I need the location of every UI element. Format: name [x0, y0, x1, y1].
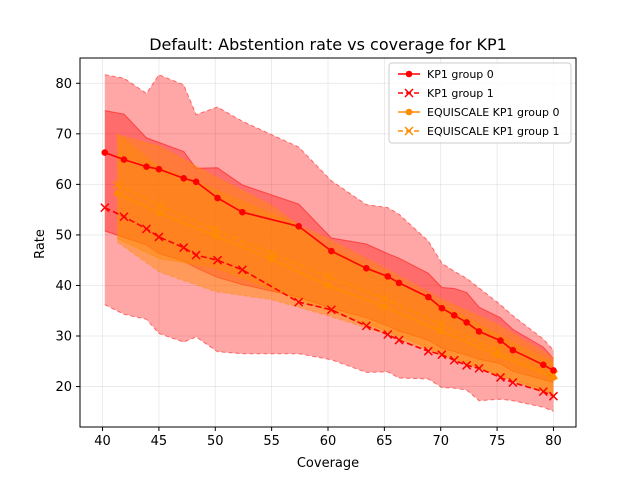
data-point	[550, 367, 557, 374]
data-point	[324, 282, 332, 289]
band-upper-edge	[104, 110, 554, 360]
data-point	[143, 163, 150, 170]
data-point	[267, 249, 277, 259]
x-tick-label: 55	[263, 434, 280, 449]
data-point	[474, 363, 484, 373]
data-point	[450, 311, 458, 319]
series-line	[104, 151, 554, 372]
data-point	[449, 355, 459, 365]
data-point	[384, 273, 392, 280]
data-point	[180, 175, 188, 182]
data-point	[540, 361, 547, 369]
data-point	[437, 350, 447, 360]
data-point	[463, 319, 470, 326]
data-point	[212, 255, 223, 265]
data-point	[101, 149, 109, 156]
x-tick-label: 80	[545, 434, 562, 449]
data-point	[538, 387, 548, 397]
y-tick-label: 80	[55, 77, 72, 92]
data-point	[214, 194, 221, 202]
y-tick-label: 70	[55, 127, 72, 142]
data-point	[179, 243, 189, 253]
data-point	[237, 265, 247, 275]
data-point	[381, 303, 388, 310]
legend: KP1 group 0 KP1 group 1 EQUISCALE KP1 grou…	[388, 62, 572, 144]
data-point	[497, 337, 504, 344]
data-point	[462, 360, 472, 370]
data-point	[363, 264, 370, 272]
data-point	[112, 180, 122, 190]
x-tick-label: 75	[489, 434, 506, 449]
data-point	[492, 346, 502, 356]
legend-label: KP1 group 1	[427, 87, 494, 100]
confidence-band	[104, 74, 554, 412]
data-point	[155, 165, 163, 173]
band-lower-edge	[104, 230, 554, 383]
data-point	[361, 321, 371, 331]
legend-marker	[405, 70, 413, 78]
y-tick-label: 60	[55, 178, 72, 193]
x-tick-label: 65	[376, 434, 393, 449]
data-point	[156, 209, 164, 217]
data-point	[326, 305, 336, 315]
data-point	[383, 329, 393, 340]
data-point	[394, 335, 404, 345]
x-tick-label: 60	[320, 434, 337, 449]
data-point	[192, 178, 200, 186]
data-point	[239, 208, 246, 216]
x-axis-label: Coverage	[297, 456, 359, 471]
confidence-band	[104, 110, 554, 383]
data-point	[155, 201, 165, 211]
plot-area: 40 45 50 55 60 65 70 75 80 20 30 40 50 60 70 80	[55, 57, 577, 449]
series-line	[104, 206, 554, 397]
data-point	[328, 247, 335, 255]
data-point	[395, 279, 403, 287]
data-point	[119, 212, 129, 222]
data-point	[475, 328, 483, 335]
confidence-band	[117, 133, 554, 397]
legend-marker	[405, 108, 413, 116]
legend-label: EQUISCALE KP1 group 0	[427, 106, 559, 119]
data-point	[508, 377, 518, 388]
data-point	[323, 271, 333, 281]
legend-label: KP1 group 0	[427, 68, 494, 81]
data-point	[423, 346, 433, 356]
data-point	[425, 293, 432, 301]
legend-marker	[404, 126, 414, 136]
confidence-band	[117, 134, 554, 394]
data-point	[120, 156, 128, 163]
data-point	[141, 224, 152, 234]
data-point	[436, 319, 446, 329]
data-point	[379, 294, 389, 304]
data-point	[438, 304, 446, 312]
x-tick-label: 50	[207, 434, 224, 449]
data-point	[294, 297, 304, 307]
data-point	[191, 250, 201, 260]
data-point	[210, 225, 220, 235]
data-point	[548, 391, 558, 401]
data-point	[437, 327, 445, 335]
data-point	[100, 203, 110, 213]
data-point	[154, 232, 164, 242]
y-tick-label: 40	[55, 279, 72, 294]
data-point	[495, 372, 506, 382]
y-tick-label: 50	[55, 228, 72, 243]
data-point	[509, 346, 517, 354]
legend-marker	[404, 88, 414, 98]
data-point	[211, 232, 219, 240]
data-point	[295, 223, 302, 230]
legend-box	[388, 62, 572, 144]
x-tick-label: 40	[94, 434, 111, 449]
x-tick-label: 45	[151, 434, 168, 449]
data-point	[268, 255, 275, 263]
y-tick-label: 20	[55, 380, 72, 395]
x-tick-label: 70	[432, 434, 449, 449]
data-point	[493, 351, 501, 359]
y-tick-label: 30	[55, 330, 72, 345]
data-point	[113, 190, 121, 197]
chart-title: Default: Abstention rate vs coverage for…	[149, 35, 507, 54]
legend-label: EQUISCALE KP1 group 1	[427, 125, 559, 138]
y-axis-label: Rate	[33, 229, 48, 259]
